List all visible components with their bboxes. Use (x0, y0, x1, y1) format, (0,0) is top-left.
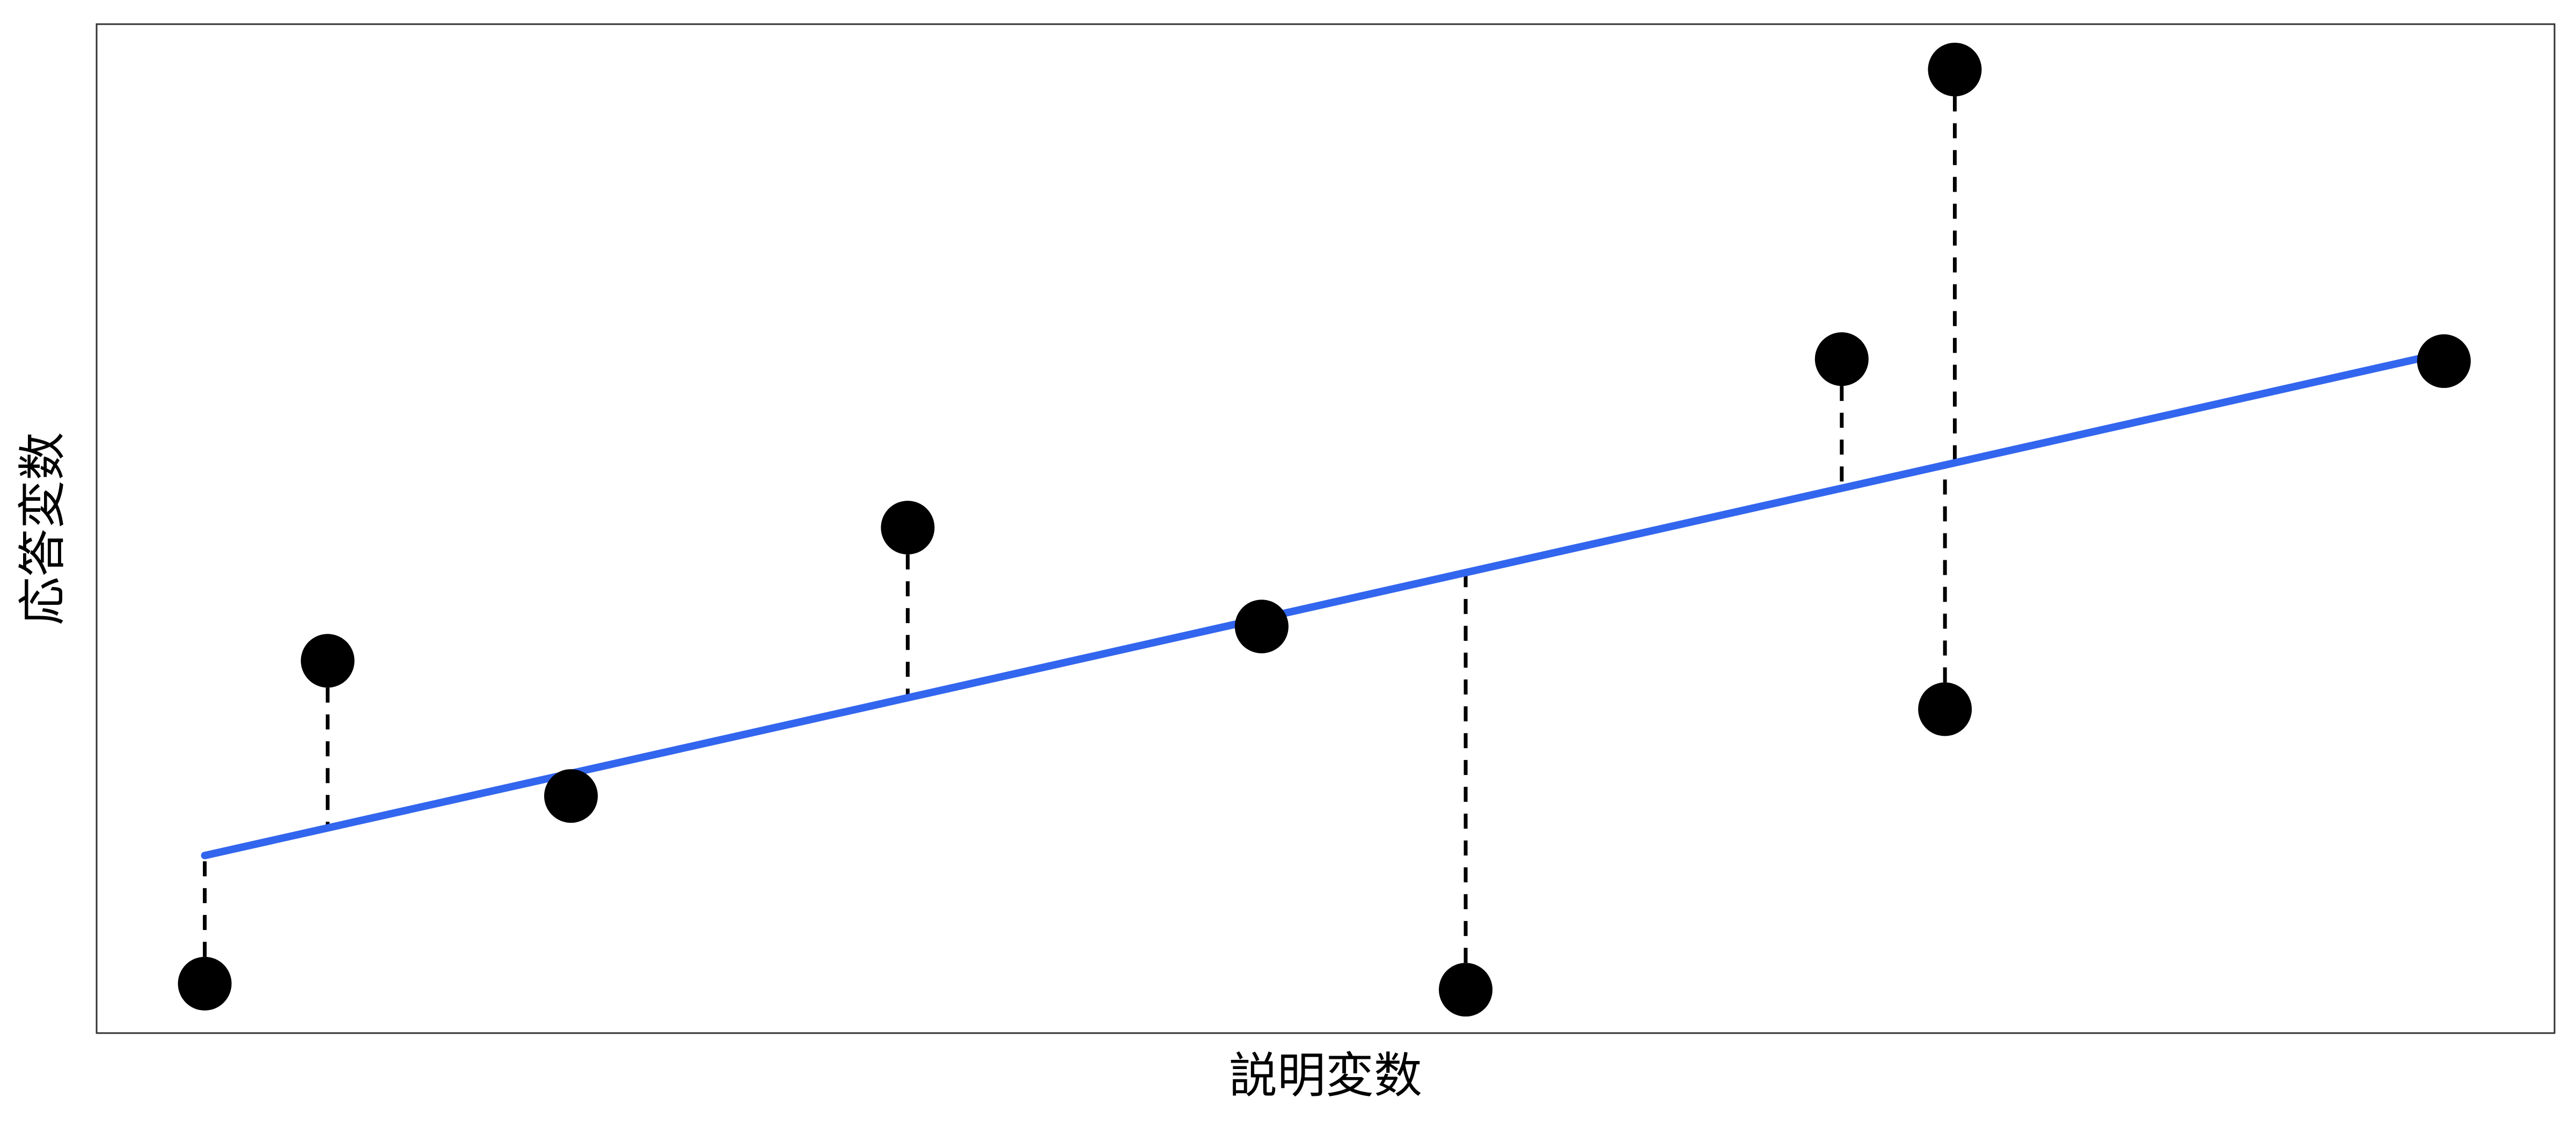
data-point-5 (1234, 599, 1289, 654)
data-point-9 (1928, 42, 1982, 97)
data-point-3 (544, 769, 598, 823)
x-axis-title: 説明変数 (1229, 1048, 1422, 1104)
data-point-6 (1439, 963, 1493, 1017)
plot-frame (96, 23, 2556, 1034)
y-axis-title: 応答変数 (14, 432, 71, 625)
data-points (178, 42, 2471, 1017)
data-point-1 (178, 956, 232, 1011)
residual-lines (203, 69, 2446, 990)
regression-line (201, 349, 2448, 860)
data-point-8 (1918, 682, 1972, 736)
data-point-7 (1814, 332, 1869, 386)
data-point-10 (2417, 334, 2471, 388)
data-point-2 (301, 634, 355, 688)
data-point-4 (881, 501, 935, 555)
regression-line-group (201, 349, 2448, 860)
